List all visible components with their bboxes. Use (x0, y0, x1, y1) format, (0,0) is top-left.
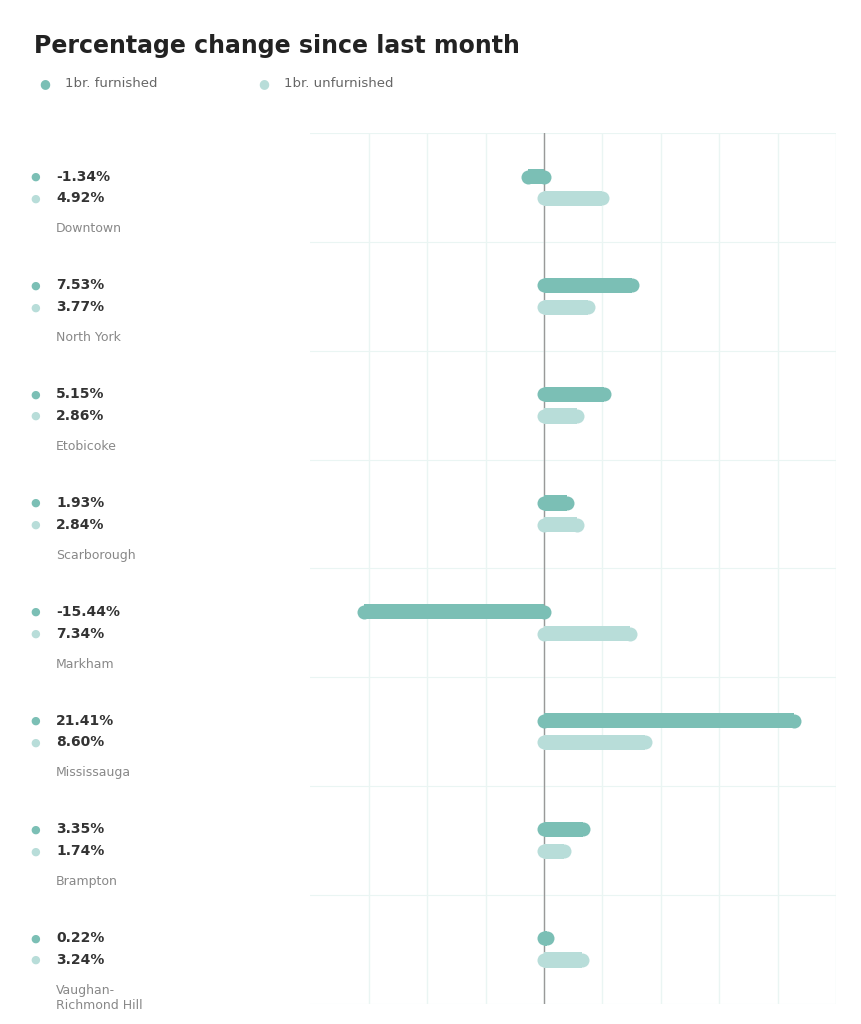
Text: ●: ● (258, 78, 269, 90)
Bar (528, 169, 543, 184)
Text: ●: ● (30, 629, 40, 639)
Text: ●: ● (30, 933, 40, 943)
Text: ●: ● (30, 411, 40, 421)
Bar (543, 844, 564, 859)
Text: 3.35%: 3.35% (56, 822, 104, 837)
Text: Vaughan-
Richmond Hill: Vaughan- Richmond Hill (56, 984, 142, 1012)
Text: Markham: Markham (56, 657, 115, 671)
Text: ●: ● (30, 716, 40, 726)
Text: Mississauga: Mississauga (56, 766, 131, 779)
Text: ●: ● (30, 955, 40, 965)
Bar (543, 496, 566, 511)
Text: 2.86%: 2.86% (56, 409, 104, 423)
Text: 1.93%: 1.93% (56, 496, 104, 510)
Text: ●: ● (30, 172, 40, 181)
Bar (543, 278, 631, 293)
Text: ●: ● (30, 194, 40, 204)
Bar (543, 822, 583, 837)
Text: Percentage change since last month: Percentage change since last month (34, 34, 520, 58)
Text: 0.22%: 0.22% (56, 931, 104, 945)
Text: 3.24%: 3.24% (56, 953, 104, 967)
Text: ●: ● (30, 389, 40, 399)
Text: 21.41%: 21.41% (56, 714, 115, 728)
Text: 3.77%: 3.77% (56, 300, 104, 314)
Text: -1.34%: -1.34% (56, 170, 110, 183)
Text: 8.60%: 8.60% (56, 735, 104, 750)
Text: ●: ● (30, 824, 40, 835)
Bar (543, 626, 629, 641)
Text: Brampton: Brampton (56, 876, 118, 888)
Bar (543, 190, 601, 206)
Text: Etobicoke: Etobicoke (56, 440, 117, 453)
Bar (543, 300, 587, 314)
Text: 1br. furnished: 1br. furnished (65, 78, 157, 90)
Text: ●: ● (39, 78, 50, 90)
Bar (543, 517, 577, 532)
Bar (543, 387, 604, 401)
Text: ●: ● (30, 302, 40, 312)
Text: 7.34%: 7.34% (56, 627, 104, 641)
Bar (543, 409, 577, 424)
Text: Scarborough: Scarborough (56, 549, 135, 562)
Text: Downtown: Downtown (56, 222, 122, 236)
Text: ●: ● (30, 498, 40, 508)
Text: 4.92%: 4.92% (56, 191, 104, 206)
Bar (543, 713, 793, 728)
Bar (543, 952, 581, 968)
Text: 5.15%: 5.15% (56, 387, 104, 401)
Text: 7.53%: 7.53% (56, 279, 104, 293)
Text: 2.84%: 2.84% (56, 518, 104, 531)
Text: North York: North York (56, 331, 121, 344)
Text: -15.44%: -15.44% (56, 605, 120, 618)
Text: 1.74%: 1.74% (56, 844, 104, 858)
Text: 1br. unfurnished: 1br. unfurnished (284, 78, 393, 90)
Bar (543, 931, 546, 946)
Text: ●: ● (30, 737, 40, 748)
Text: ●: ● (30, 281, 40, 291)
Text: ●: ● (30, 846, 40, 856)
Text: ●: ● (30, 607, 40, 616)
Text: ●: ● (30, 520, 40, 529)
Bar (543, 735, 644, 750)
Bar (363, 604, 543, 620)
